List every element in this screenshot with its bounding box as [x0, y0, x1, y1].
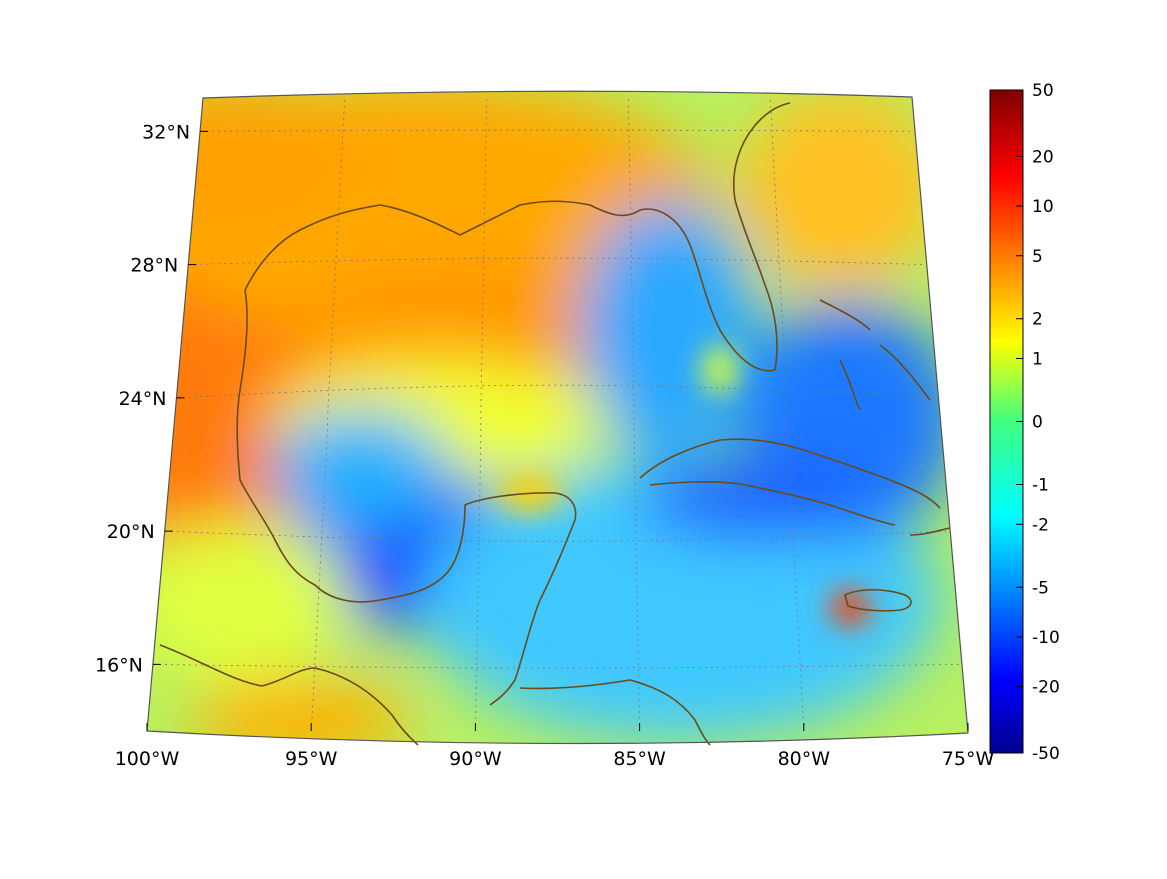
- graticule: [152, 97, 963, 732]
- field-atlantic-northeast: [740, 91, 940, 290]
- lat-tick-label: 24°N: [119, 388, 167, 410]
- parallel-line: [200, 129, 915, 132]
- colorbar-tick-label: 20: [1032, 147, 1054, 167]
- meridian-line: [310, 97, 346, 732]
- lon-tick-label: 75°W: [942, 748, 995, 770]
- colorbar-tick-label: -1: [1032, 475, 1049, 495]
- colorbar-tick-label: 50: [1032, 81, 1054, 101]
- field-campeche-edge: [270, 410, 450, 530]
- field-northwest: [147, 91, 360, 240]
- lat-tick-label: 32°N: [142, 121, 190, 143]
- data-field: [147, 91, 968, 744]
- lat-tick-label: 20°N: [107, 521, 155, 543]
- field-yucatan-patch: [500, 474, 560, 510]
- coast-cuba-south: [649, 480, 896, 526]
- field-jamaica: [830, 590, 870, 626]
- lon-tick-label: 90°W: [449, 748, 502, 770]
- coast-hispaniola: [909, 527, 951, 536]
- coastlines: [159, 102, 951, 746]
- meridian-line: [769, 97, 805, 732]
- colorbar-tick-label: 0: [1032, 413, 1043, 433]
- lon-tick-label: 85°W: [613, 748, 666, 770]
- colorbar-tick-label: -20: [1032, 678, 1060, 698]
- lon-tick-label: 95°W: [285, 748, 338, 770]
- coast-bahamas: [819, 299, 931, 411]
- longitude-axis: 100°W 95°W 90°W 85°W 80°W 75°W: [115, 723, 995, 770]
- field-cuba: [640, 460, 880, 540]
- colorbar-tick-label: 10: [1032, 197, 1054, 217]
- map-frame: [146, 90, 969, 745]
- parallel-line: [176, 384, 939, 399]
- latitude-axis: 16°N 20°N 24°N 28°N 32°N: [95, 121, 209, 676]
- coast-pacific: [159, 644, 419, 746]
- field-eastern-gulf: [580, 200, 760, 460]
- colorbar-tick-label: 2: [1032, 310, 1043, 330]
- lat-tick-label: 16°N: [95, 654, 143, 676]
- field-southwest: [147, 520, 350, 680]
- lon-tick-label: 100°W: [115, 748, 180, 770]
- colorbar-tick-label: -5: [1032, 578, 1049, 598]
- coast-central-america: [519, 679, 711, 746]
- coast-jamaica: [844, 588, 912, 612]
- colorbar-tick-label: -2: [1032, 515, 1049, 535]
- field-florida-patch: [702, 345, 738, 395]
- colorbar-tick-label: -50: [1032, 744, 1060, 764]
- parallel-line: [164, 530, 951, 542]
- coast-cuba: [639, 438, 941, 509]
- lon-tick-label: 80°W: [778, 748, 831, 770]
- colorbar-tick-label: -10: [1032, 628, 1060, 648]
- coast-gulf: [244, 102, 791, 372]
- lat-tick-label: 28°N: [130, 255, 178, 277]
- coast-west-mexico: [236, 289, 577, 706]
- colorbar-tick-label: 1: [1032, 350, 1043, 370]
- colorbar-tick-label: 5: [1032, 247, 1043, 267]
